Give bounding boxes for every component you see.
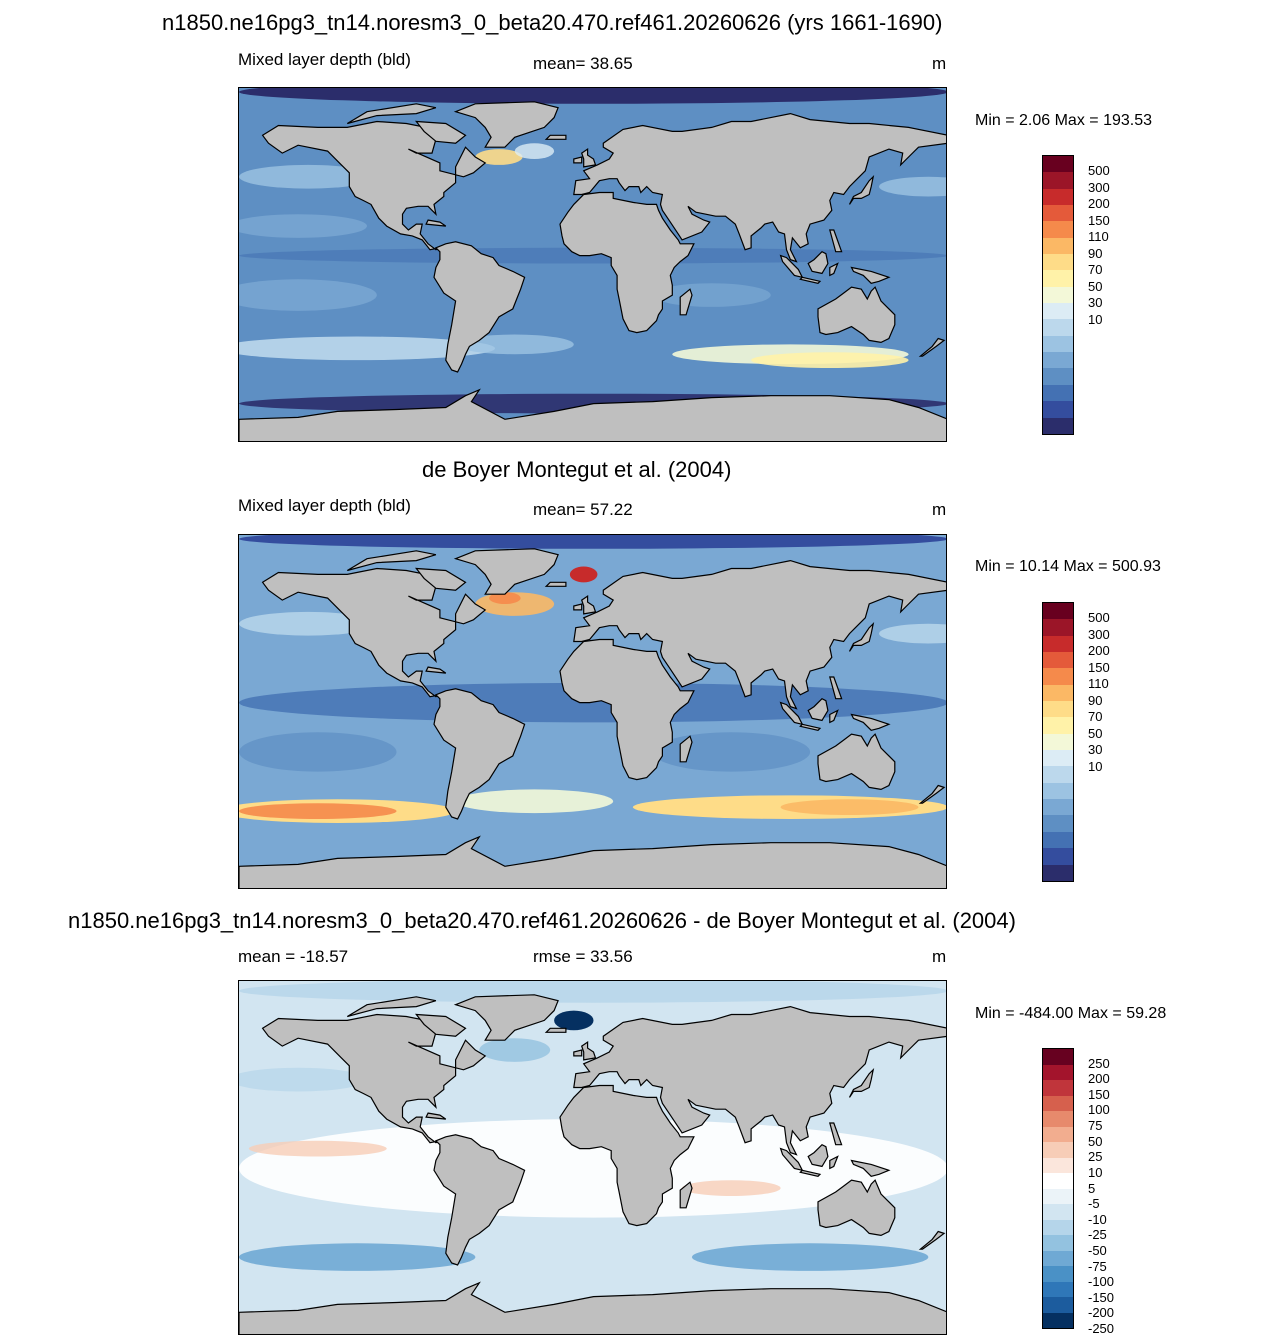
colorbar-tick-label: 50 <box>1088 725 1103 741</box>
panel1-minmax: Min = 2.06 Max = 193.53 <box>975 112 1152 129</box>
colorbar-tick-label: 500 <box>1088 610 1110 626</box>
colorbar-tick-label: 150 <box>1088 659 1110 675</box>
colorbar-tick-label: 70 <box>1088 709 1103 725</box>
colorbar-tick-label: 70 <box>1088 262 1103 278</box>
colorbar-tick-label: -10 <box>1088 1211 1107 1227</box>
colorbar-tick-label: 90 <box>1088 692 1103 708</box>
panel2-mean-label: mean= 57.22 <box>533 500 633 519</box>
panel2-map <box>238 534 947 889</box>
panel2-unit: m <box>932 500 947 519</box>
panel1-mean-label: mean= 38.65 <box>533 54 633 73</box>
colorbar-tick-label: 30 <box>1088 742 1103 758</box>
panel2-colorbar <box>1042 602 1074 882</box>
panel1-title: n1850.ne16pg3_tn14.noresm3_0_beta20.470.… <box>162 10 943 35</box>
colorbar-tick-label: 300 <box>1088 179 1110 195</box>
colorbar-tick-label: 110 <box>1088 229 1109 245</box>
panel3-title: n1850.ne16pg3_tn14.noresm3_0_beta20.470.… <box>68 908 1016 933</box>
colorbar-tick-label: -250 <box>1088 1321 1115 1336</box>
colorbar-tick-label: -50 <box>1088 1242 1107 1258</box>
panel3-colorbar <box>1042 1048 1074 1329</box>
panel1-colorbar <box>1042 155 1074 435</box>
colorbar-tick-label: 150 <box>1088 1086 1110 1102</box>
panel1-unit: m <box>932 54 947 73</box>
panel1-map <box>238 87 947 442</box>
colorbar-tick-label: -75 <box>1088 1258 1107 1274</box>
panel3-left-label: mean = -18.57 <box>238 947 349 966</box>
colorbar-tick-label: 150 <box>1088 212 1110 228</box>
colorbar-tick-label: 30 <box>1088 295 1103 311</box>
colorbar-tick-label: -150 <box>1088 1289 1115 1305</box>
colorbar-tick-label: 500 <box>1088 163 1110 179</box>
colorbar-tick-label: 200 <box>1088 1071 1110 1087</box>
colorbar-tick-label: 100 <box>1088 1102 1110 1118</box>
colorbar-tick-label: -200 <box>1088 1305 1115 1321</box>
colorbar-tick-label: 5 <box>1088 1180 1096 1196</box>
panel2-minmax: Min = 10.14 Max = 500.93 <box>975 558 1161 575</box>
panel2-left-label: Mixed layer depth (bld) <box>238 496 411 515</box>
colorbar-tick-label: 25 <box>1088 1149 1103 1165</box>
colorbar-tick-label: 200 <box>1088 643 1110 659</box>
colorbar-tick-label: 10 <box>1088 1164 1103 1180</box>
colorbar-tick-label: -5 <box>1088 1196 1100 1212</box>
panel3-map <box>238 980 947 1335</box>
panel2-title: de Boyer Montegut et al. (2004) <box>422 457 732 482</box>
colorbar-tick-label: 50 <box>1088 278 1103 294</box>
panel3-rmse-label: rmse = 33.56 <box>533 947 633 966</box>
colorbar-tick-label: 200 <box>1088 196 1110 212</box>
colorbar-tick-label: 300 <box>1088 626 1110 642</box>
colorbar-tick-label: 110 <box>1088 676 1109 692</box>
colorbar-tick-label: -25 <box>1088 1227 1107 1243</box>
panel3-minmax: Min = -484.00 Max = 59.28 <box>975 1005 1167 1022</box>
colorbar-tick-label: 10 <box>1088 758 1103 774</box>
colorbar-tick-label: -100 <box>1088 1274 1115 1290</box>
colorbar-tick-label: 250 <box>1088 1055 1110 1071</box>
colorbar-tick-label: 10 <box>1088 311 1103 327</box>
panel1-left-label: Mixed layer depth (bld) <box>238 50 411 69</box>
colorbar-tick-label: 90 <box>1088 245 1103 261</box>
panel3-unit: m <box>932 947 947 966</box>
colorbar-tick-label: 50 <box>1088 1133 1103 1149</box>
colorbar-tick-label: 75 <box>1088 1118 1103 1134</box>
